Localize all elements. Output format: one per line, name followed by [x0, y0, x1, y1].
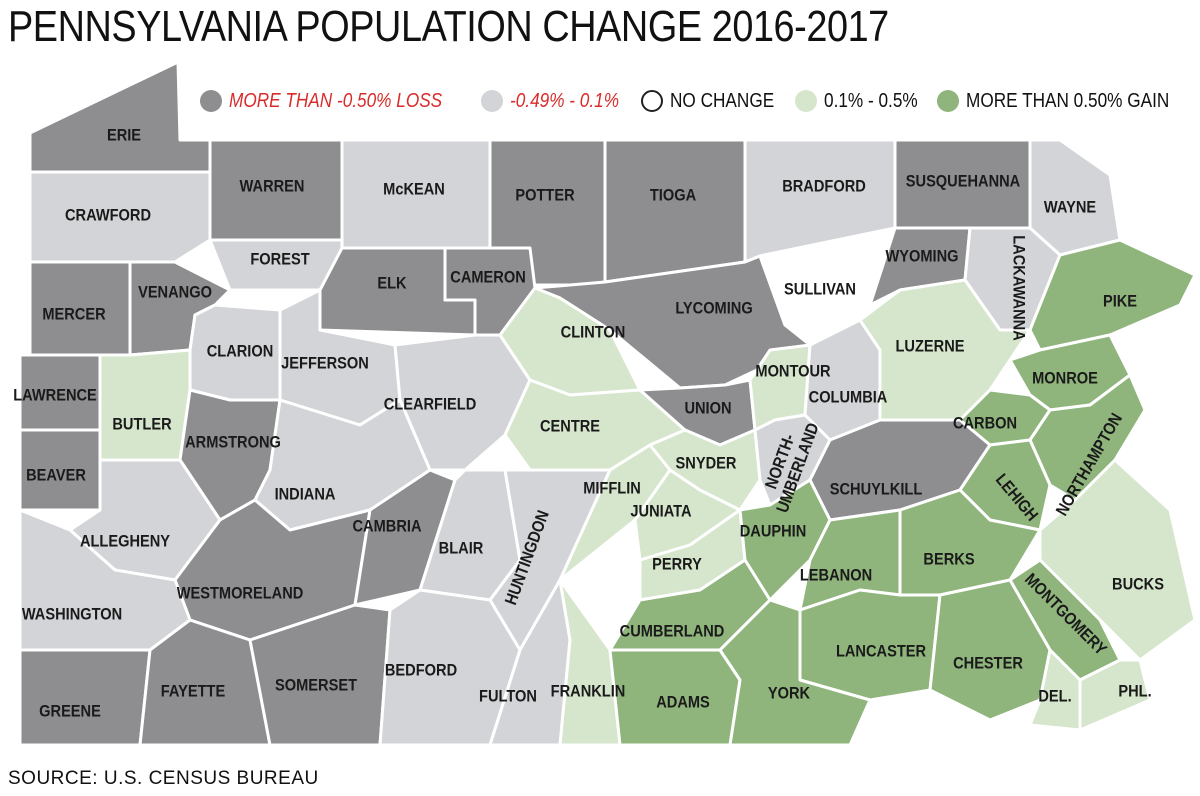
- county-franklin: [558, 578, 622, 747]
- county-label-crawford: CRAWFORD: [65, 207, 151, 225]
- county-label-snyder: SNYDER: [676, 455, 737, 473]
- county-shapes: [18, 60, 1197, 747]
- county-label-forest: FOREST: [250, 251, 310, 269]
- county-label-carbon: CARBON: [953, 415, 1017, 433]
- county-label-cumberland: CUMBERLAND: [620, 623, 725, 641]
- county-label-armstrong: ARMSTRONG: [185, 434, 281, 452]
- county-label-tioga: TIOGA: [650, 187, 697, 205]
- county-greene: [18, 648, 152, 747]
- county-butler: [98, 348, 192, 462]
- legend-swatch-no-change: [640, 90, 663, 112]
- county-label-monroe: MONROE: [1032, 370, 1098, 388]
- county-label-mckean: McKEAN: [383, 181, 445, 199]
- county-label-union: UNION: [684, 400, 731, 418]
- county-label-centre: CENTRE: [540, 418, 600, 436]
- county-label-adams: ADAMS: [656, 694, 710, 712]
- county-label-lebanon: LEBANON: [800, 567, 872, 585]
- county-label-mifflin: MIFFLIN: [583, 480, 641, 498]
- county-label-beaver: BEAVER: [26, 467, 86, 485]
- county-label-lancaster: LANCASTER: [836, 643, 927, 661]
- county-label-greene: GREENE: [39, 703, 101, 721]
- county-label-bradford: BRADFORD: [782, 178, 866, 196]
- county-label-montour: MONTOUR: [755, 363, 831, 381]
- county-label-elk: ELK: [377, 275, 407, 293]
- county-label-lackawanna: LACKAWANNA: [1009, 235, 1027, 341]
- county-label-del: DEL.: [1038, 688, 1071, 706]
- pennsylvania-county-map: ERIE CRAWFORD WARREN McKEAN POTTER TIOGA BRADF…: [13, 60, 1197, 747]
- legend: MORE THAN -0.50% LOSS -0.49% - 0.1% NO C…: [200, 86, 1188, 116]
- county-label-potter: POTTER: [515, 187, 575, 205]
- county-wayne: [1028, 138, 1122, 257]
- page-title: PENNSYLVANIA POPULATION CHANGE 2016-2017: [8, 2, 889, 51]
- county-label-butler: BUTLER: [112, 416, 172, 434]
- county-label-cambria: CAMBRIA: [353, 518, 422, 536]
- county-label-jefferson: JEFFERSON: [281, 355, 369, 373]
- county-label-erie: ERIE: [107, 127, 141, 145]
- county-label-bucks: BUCKS: [1112, 576, 1164, 594]
- county-label-chester: CHESTER: [953, 655, 1023, 673]
- county-label-fulton: FULTON: [479, 688, 537, 706]
- county-tioga: [603, 138, 747, 284]
- county-label-pike: PIKE: [1103, 293, 1137, 311]
- county-label-clinton: CLINTON: [561, 324, 626, 342]
- county-label-fayette: FAYETTE: [161, 683, 225, 701]
- legend-item-gain: 0.1% - 0.5%: [794, 89, 919, 113]
- county-label-clarion: CLARION: [207, 343, 274, 361]
- legend-label-big-gain: MORE THAN 0.50% GAIN: [965, 89, 1169, 112]
- source-note: SOURCE: U.S. CENSUS BUREAU: [8, 768, 319, 789]
- county-label-westmoreland: WESTMORELAND: [177, 585, 304, 603]
- county-label-lycoming: LYCOMING: [675, 300, 752, 318]
- legend-label-big-loss: MORE THAN -0.50% LOSS: [229, 89, 443, 112]
- county-label-schuylkill: SCHUYLKILL: [830, 481, 923, 499]
- county-label-somerset: SOMERSET: [275, 677, 357, 695]
- county-label-juniata: JUNIATA: [630, 503, 692, 521]
- county-york: [718, 598, 872, 747]
- county-label-columbia: COLUMBIA: [809, 389, 888, 407]
- legend-item-loss: -0.49% - 0.1%: [480, 89, 623, 113]
- county-label-phl: PHL.: [1118, 683, 1151, 701]
- county-label-warren: WARREN: [240, 178, 305, 196]
- legend-item-big-loss: MORE THAN -0.50% LOSS: [200, 90, 463, 113]
- county-label-bedford: BEDFORD: [385, 662, 457, 680]
- legend-swatch-big-loss: [200, 90, 222, 112]
- county-label-indiana: INDIANA: [275, 486, 336, 504]
- legend-item-big-gain: MORE THAN 0.50% GAIN: [936, 89, 1188, 113]
- county-label-blair: BLAIR: [439, 540, 484, 558]
- county-label-mercer: MERCER: [42, 306, 106, 324]
- county-label-york: YORK: [768, 685, 811, 703]
- county-label-washington: WASHINGTON: [22, 606, 122, 624]
- county-label-berks: BERKS: [923, 551, 974, 569]
- county-label-franklin: FRANKLIN: [551, 683, 626, 701]
- county-label-venango: VENANGO: [138, 284, 212, 302]
- county-label-luzerne: LUZERNE: [895, 338, 964, 356]
- county-label-clearfield: CLEARFIELD: [384, 396, 477, 414]
- county-label-wyoming: WYOMING: [885, 248, 958, 266]
- legend-label-no-change: NO CHANGE: [669, 89, 774, 112]
- legend-swatch-big-gain: [936, 90, 959, 112]
- legend-item-no-change: NO CHANGE: [640, 89, 777, 113]
- county-label-allegheny: ALLEGHENY: [80, 533, 170, 551]
- county-label-dauphin: DAUPHIN: [740, 523, 807, 541]
- county-label-susquehanna: SUSQUEHANNA: [906, 173, 1021, 191]
- county-erie: [28, 60, 212, 174]
- legend-label-gain: 0.1% - 0.5%: [823, 89, 918, 112]
- county-phl: [1078, 658, 1152, 732]
- county-label-cameron: CAMERON: [450, 269, 525, 287]
- county-label-perry: PERRY: [652, 556, 702, 574]
- county-label-wayne: WAYNE: [1044, 199, 1096, 217]
- legend-swatch-loss: [480, 90, 503, 112]
- county-label-lawrence: LAWRENCE: [13, 387, 97, 405]
- legend-swatch-gain: [794, 90, 817, 112]
- legend-label-loss: -0.49% - 0.1%: [509, 89, 619, 112]
- county-pike: [1028, 238, 1197, 352]
- county-label-sullivan: SULLIVAN: [784, 281, 856, 299]
